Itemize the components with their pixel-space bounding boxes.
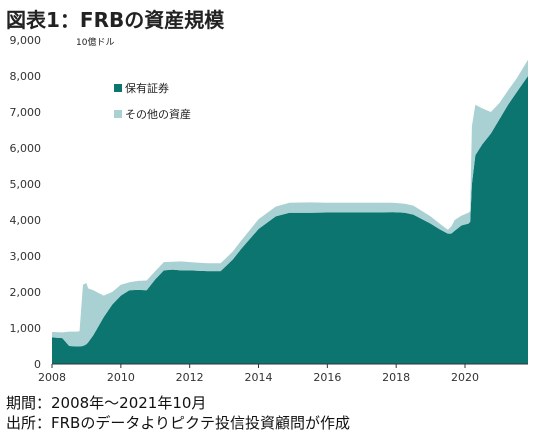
y-axis-ticks: 0 1,000 2,000 3,000 4,000 5,000 6,000 7,000 8,00… (10, 34, 42, 371)
y-tick-label: 4,000 (10, 214, 42, 227)
x-tick-label: 2018 (382, 371, 410, 384)
footnote-source: 出所：FRBのデータよりピクテ投信投資顧問が作成 (6, 414, 351, 432)
y-tick-label: 8,000 (10, 70, 42, 83)
y-tick-label: 6,000 (10, 142, 42, 155)
y-unit-label: 10億ドル (76, 36, 114, 48)
y-tick-label: 7,000 (10, 106, 42, 119)
legend-label: その他の資産 (125, 108, 191, 121)
legend-label: 保有証券 (125, 81, 169, 95)
x-tick-label: 2012 (176, 371, 204, 384)
x-tick-label: 2014 (245, 371, 273, 384)
x-tick-label: 2010 (107, 371, 135, 384)
x-tick-label: 2016 (313, 371, 341, 384)
y-tick-label: 2,000 (10, 286, 42, 299)
y-tick-label: 1,000 (10, 322, 42, 335)
chart-title: 図表1：FRBの資産規模 (6, 8, 225, 32)
area-series-other-assets (52, 59, 528, 347)
area-series-securities (52, 76, 528, 364)
x-axis-ticks: 2008 2010 2012 2014 2016 2018 2020 (38, 364, 479, 384)
x-tick-label: 2008 (38, 371, 66, 384)
chart-areas (52, 59, 528, 364)
x-tick-label: 2020 (451, 371, 479, 384)
y-tick-label: 3,000 (10, 250, 42, 263)
legend-swatch (114, 110, 122, 118)
legend-swatch (114, 84, 122, 92)
y-tick-label: 9,000 (10, 34, 42, 47)
y-tick-label: 0 (34, 358, 41, 371)
footnote-period: 期間：2008年～2021年10月 (6, 394, 207, 412)
y-tick-label: 5,000 (10, 178, 42, 191)
